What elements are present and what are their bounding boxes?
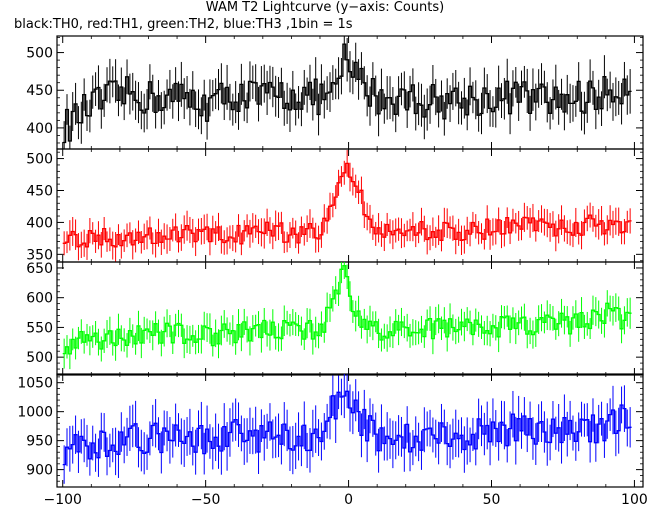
x-tick-label: −50: [191, 492, 221, 505]
y-tick-label-th1: 450: [26, 183, 53, 199]
y-tick-label-th3: 1050: [17, 376, 53, 392]
x-tick-label: 100: [621, 492, 648, 505]
y-tick-label-th2: 500: [26, 350, 53, 366]
x-tick-label: 50: [483, 492, 501, 505]
y-tick-label-th2: 650: [26, 261, 53, 277]
y-tick-label-th1: 350: [26, 247, 53, 263]
y-tick-label-th0: 400: [26, 121, 53, 137]
panel-frame-th3: [56, 373, 644, 488]
y-tick-label-th3: 1000: [17, 405, 53, 421]
y-tick-label-th3: 900: [26, 463, 53, 479]
series-line-th1: [62, 162, 632, 248]
x-tick-label: 0: [344, 492, 353, 505]
y-tick-label-th2: 550: [26, 320, 53, 336]
series-line-th2: [62, 265, 632, 355]
y-tick-label-th0: 450: [26, 83, 53, 99]
panel-frame-th2: [56, 261, 644, 376]
chart-subtitle: black:TH0, red:TH1, green:TH2, blue:TH3 …: [14, 17, 353, 32]
series-line-th0: [62, 43, 632, 144]
series-line-th3: [62, 390, 632, 466]
chart-title: WAM T2 Lightcurve (y−axis: Counts): [205, 0, 445, 15]
y-tick-label-th1: 400: [26, 215, 53, 231]
y-tick-label-th2: 600: [26, 291, 53, 307]
x-tick-label: −100: [43, 492, 81, 505]
y-tick-label-th0: 500: [26, 46, 53, 62]
y-tick-label-th1: 500: [26, 152, 53, 168]
y-tick-label-th3: 950: [26, 434, 53, 450]
